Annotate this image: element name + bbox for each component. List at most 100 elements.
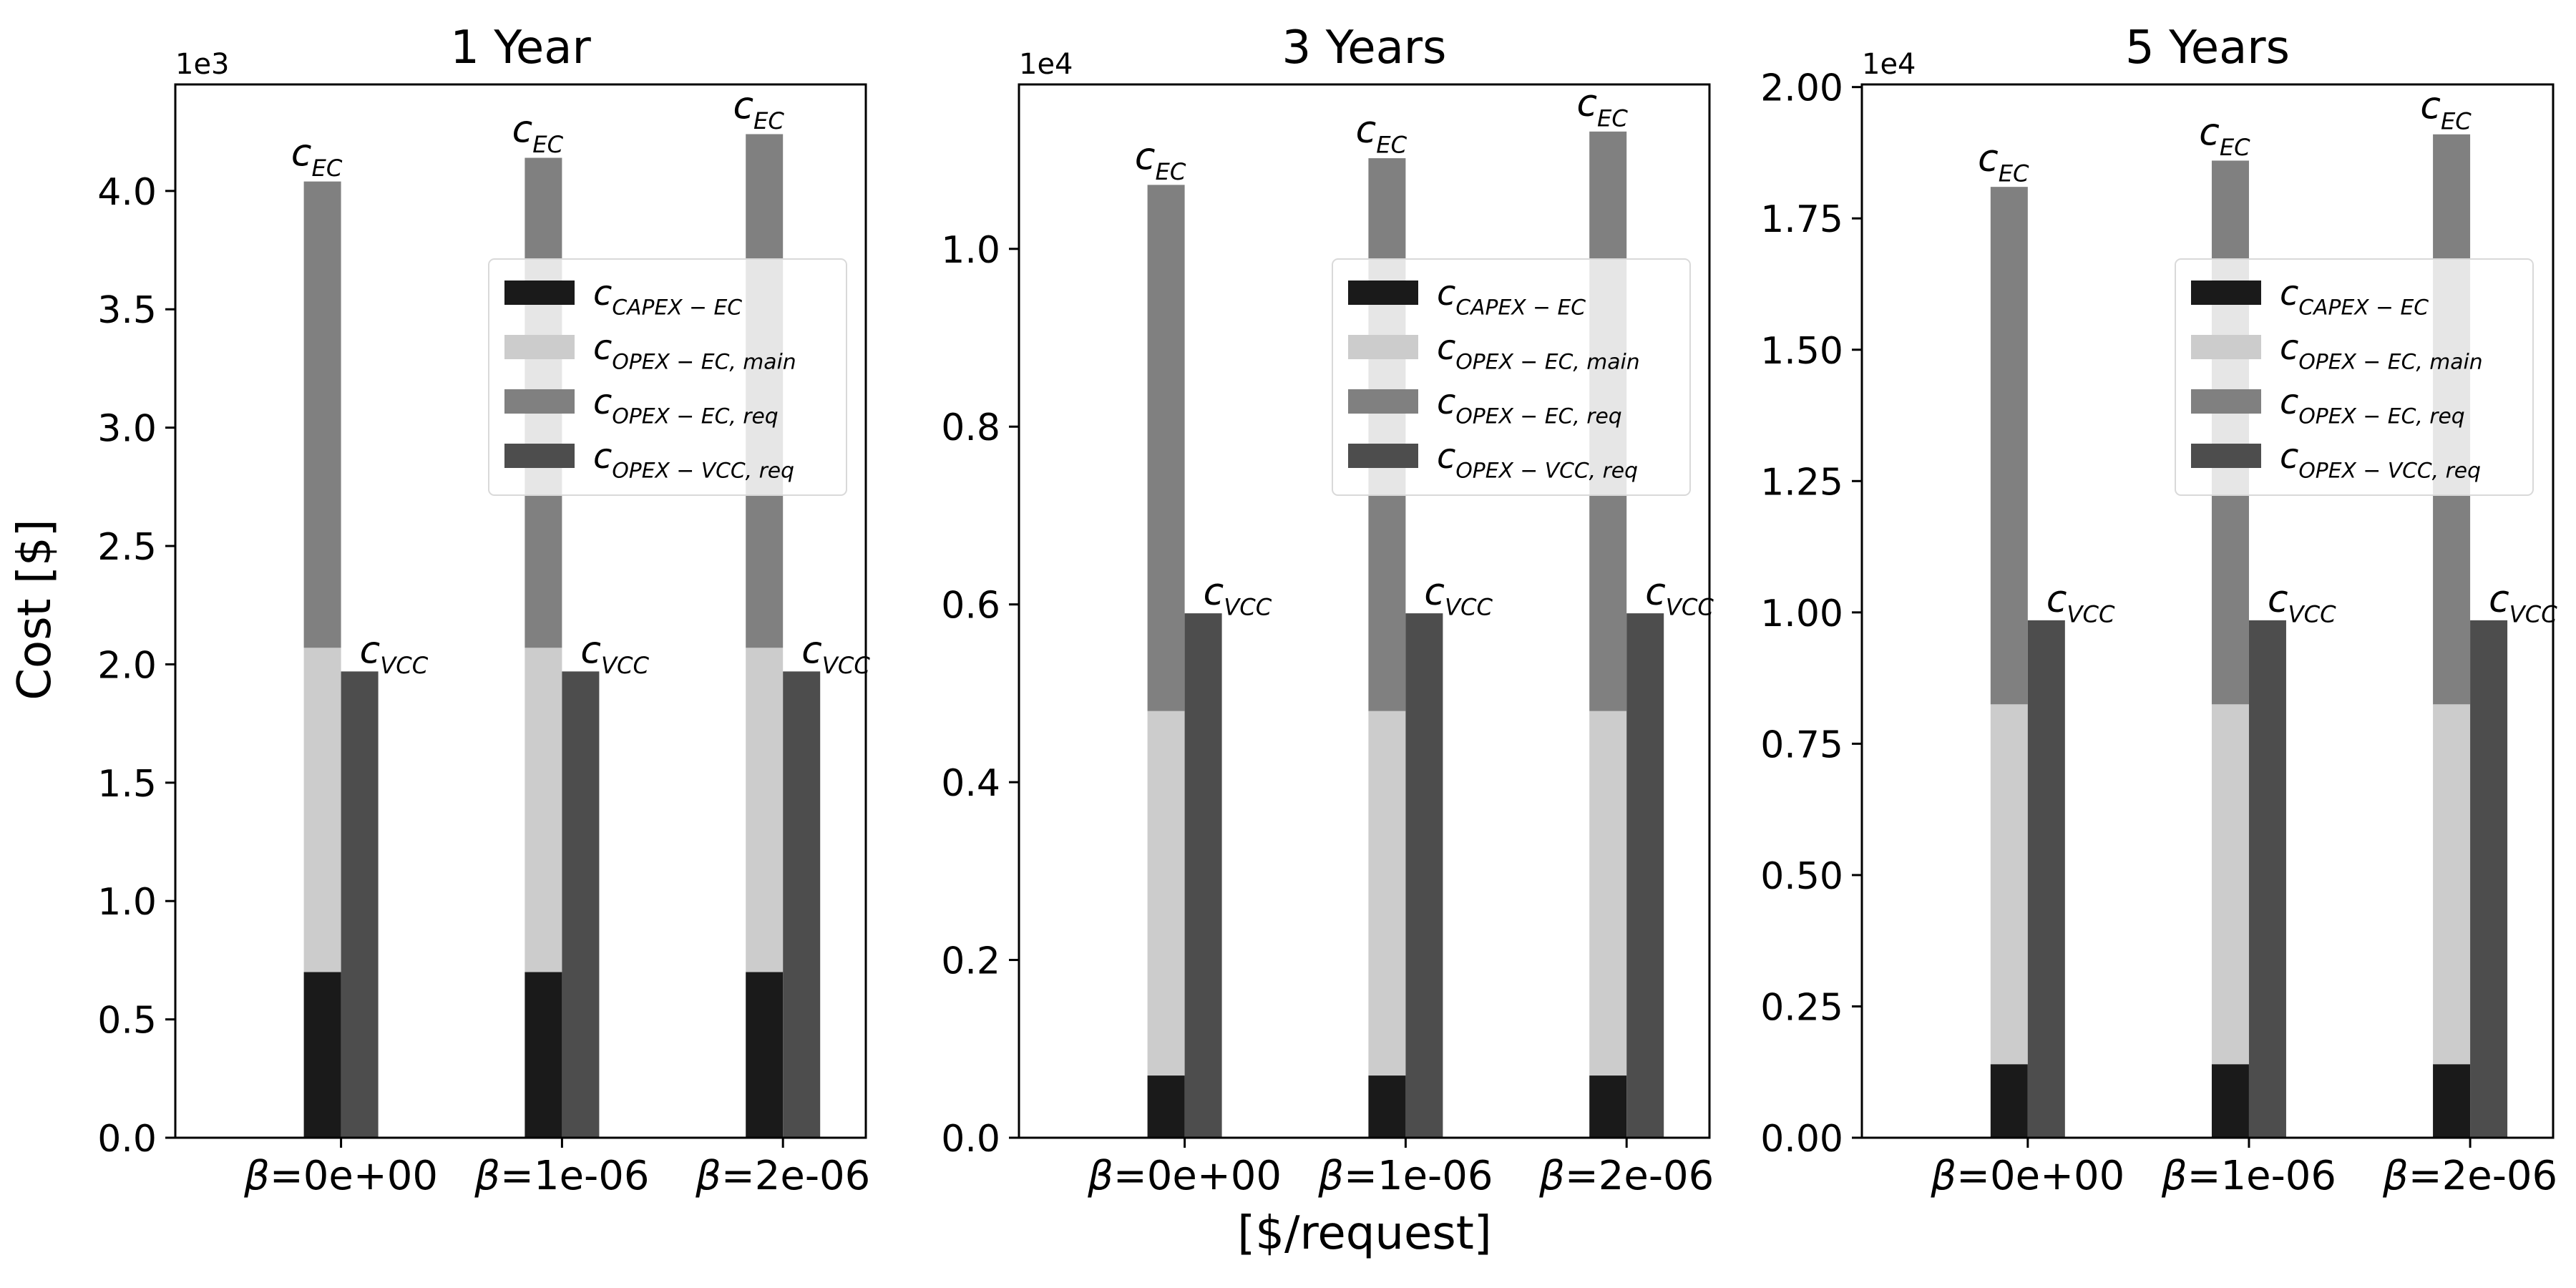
bar-label-ec: cEC — [1576, 82, 1628, 132]
bar-label-vcc: cVCC — [1424, 571, 1493, 621]
bar-label-ec: cEC — [512, 109, 564, 159]
bar-segment — [2470, 620, 2508, 1138]
bar-label-ec: cEC — [2199, 111, 2250, 161]
x-tick-label: β=0e+00 — [1087, 1153, 1282, 1199]
legend-entry-label: cOPEX − VCC, req — [2280, 436, 2481, 483]
legend: cCAPEX − EC cOPEX − EC, main cOPEX − EC, r… — [488, 258, 847, 496]
bar-segment — [1368, 711, 1406, 1076]
legend-entry-label: cOPEX − EC, main — [1437, 328, 1640, 374]
panel-2: 3 Years 1e4 0.0 0.2 0.4 0.6 0.8 1.0 cEC cEC cEC cVC… — [941, 21, 1714, 1199]
legend-entry-label: cOPEX − EC, req — [2280, 382, 2465, 429]
x-tick-label: β=0e+00 — [1930, 1153, 2124, 1199]
bar-segment — [1626, 613, 1664, 1138]
bar-label-vcc: cVCC — [801, 629, 870, 679]
legend-swatch — [504, 389, 575, 414]
y-tick-label: 1.00 — [1760, 592, 1843, 635]
x-tick-label: β=2e-06 — [695, 1153, 870, 1199]
axes-frame — [1860, 83, 2555, 1139]
x-tick-label: β=0e+00 — [243, 1153, 438, 1199]
y-tick-label: 3.5 — [97, 289, 157, 332]
x-tick-label: β=1e-06 — [474, 1153, 649, 1199]
bar-segment — [2027, 620, 2065, 1138]
panel-title: 3 Years — [1282, 21, 1447, 74]
y-tick-label: 1.5 — [97, 763, 157, 806]
legend-swatch — [504, 280, 575, 305]
y-tick-label: 0.5 — [97, 1000, 157, 1043]
bar-label-vcc: cVCC — [2268, 578, 2336, 628]
bar-segment — [1589, 711, 1627, 1076]
bar-label-ec: cEC — [2420, 85, 2472, 135]
x-tick-label: β=1e-06 — [2161, 1153, 2336, 1199]
legend-entry-label: cCAPEX − EC — [1437, 273, 1586, 320]
legend-box — [2175, 258, 2534, 496]
bar-segment — [303, 648, 341, 972]
bar-label-ec: cEC — [733, 84, 784, 135]
bar-label-ec: cEC — [291, 132, 343, 182]
bar-segment — [303, 972, 341, 1138]
x-tick-label: β=2e-06 — [1538, 1153, 1714, 1199]
bar-segment — [746, 648, 784, 972]
legend-swatch — [1348, 444, 1418, 468]
bar-segment — [783, 671, 821, 1138]
bar-label-ec: cEC — [1978, 137, 2029, 187]
y-tick-label: 0.00 — [1760, 1118, 1843, 1161]
bar-segment — [2211, 704, 2249, 1065]
y-tick-label: 4.0 — [97, 171, 157, 214]
bar-label-vcc: cVCC — [360, 629, 429, 679]
legend: cCAPEX − EC cOPEX − EC, main cOPEX − EC, r… — [1332, 258, 1691, 496]
bar-label-vcc: cVCC — [2489, 578, 2557, 628]
bar-segment — [1147, 185, 1185, 711]
bar-segment — [746, 972, 784, 1138]
axes-frame — [1018, 83, 1711, 1139]
legend-entry-label: cOPEX − VCC, req — [1437, 436, 1638, 483]
bar-segment — [1147, 1075, 1185, 1138]
y-tick-label: 0.4 — [941, 762, 1000, 805]
bar-segment — [341, 671, 379, 1138]
bar-segment — [2433, 704, 2471, 1065]
bar-segment — [2248, 620, 2286, 1138]
panel-title: 1 Year — [450, 21, 591, 74]
legend-swatch — [504, 444, 575, 468]
y-tick-label: 0.6 — [941, 585, 1000, 628]
y-tick-label: 0.25 — [1760, 986, 1843, 1029]
axes-frame — [174, 83, 867, 1139]
legend-entry-label: cCAPEX − EC — [593, 273, 742, 320]
legend-entry-label: cOPEX − EC, main — [593, 328, 796, 374]
x-tick-label: β=2e-06 — [2382, 1153, 2557, 1199]
bar-segment — [1405, 613, 1443, 1138]
bar-segment — [1147, 711, 1185, 1076]
legend-entry-label: cOPEX − VCC, req — [593, 436, 794, 483]
bar-segment — [525, 972, 562, 1138]
axis-offset-text: 1e4 — [1019, 48, 1073, 81]
bar-segment — [2211, 1064, 2249, 1138]
bar-segment — [562, 671, 600, 1138]
legend-swatch — [2191, 335, 2261, 359]
legend-swatch — [1348, 335, 1418, 359]
legend-entry-label: cOPEX − EC, main — [2280, 328, 2483, 374]
bar-label-vcc: cVCC — [1204, 571, 1272, 621]
y-tick-label: 1.75 — [1760, 198, 1843, 241]
y-tick-label: 3.0 — [97, 408, 157, 451]
y-tick-label: 0.75 — [1760, 723, 1843, 766]
legend-entry-label: cOPEX − EC, req — [1437, 382, 1622, 429]
bar-label-vcc: cVCC — [2046, 578, 2115, 628]
y-tick-label: 1.0 — [97, 881, 157, 924]
x-tick-label: β=1e-06 — [1317, 1153, 1493, 1199]
legend-entry-label: cCAPEX − EC — [2280, 273, 2429, 320]
panel-3: 5 Years 1e4 0.00 0.25 0.50 0.75 1.00 1.25 1.50 1.… — [1760, 21, 2557, 1199]
legend-swatch — [1348, 280, 1418, 305]
bar-segment — [1990, 187, 2028, 705]
legend-swatch — [2191, 280, 2261, 305]
bar-label-ec: cEC — [1356, 109, 1407, 159]
legend-swatch — [2191, 444, 2261, 468]
bar-segment — [1589, 1075, 1627, 1138]
y-tick-label: 0.50 — [1760, 855, 1843, 898]
legend: cCAPEX − EC cOPEX − EC, main cOPEX − EC, r… — [2175, 258, 2534, 496]
legend-entry-label: cOPEX − EC, req — [593, 382, 779, 429]
axis-offset-text: 1e4 — [1862, 48, 1916, 81]
bar-segment — [1368, 1075, 1406, 1138]
y-tick-label: 0.0 — [97, 1118, 157, 1161]
legend-swatch — [504, 335, 575, 359]
bar-label-ec: cEC — [1135, 135, 1186, 185]
